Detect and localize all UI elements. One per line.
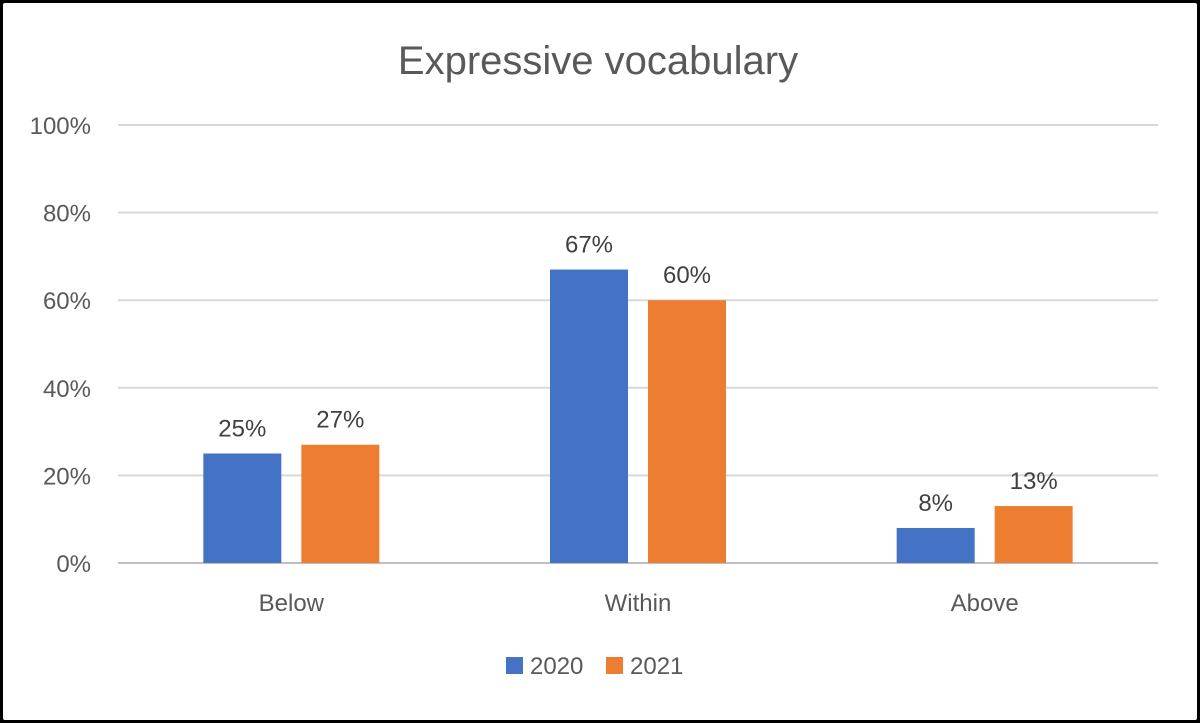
data-label: 67% [565, 232, 613, 259]
x-tick-label: Above [951, 590, 1019, 617]
x-tick-label: Below [259, 590, 325, 617]
y-tick-label: 0% [56, 551, 91, 578]
bar-2021-above [994, 506, 1073, 563]
y-tick-label: 40% [43, 376, 91, 403]
gridlines [118, 124, 1158, 564]
chart-frame: Expressive vocabulary 0% 20% 40% 60% 80% 100%… [3, 3, 1197, 720]
x-tick-label: Within [605, 590, 672, 617]
data-label: 25% [218, 416, 266, 443]
legend: 2020 2021 [506, 653, 683, 680]
bar-2021-within [648, 300, 726, 563]
data-label: 8% [918, 490, 953, 517]
legend-label: 2021 [630, 653, 683, 680]
y-tick-label: 80% [43, 201, 91, 228]
data-label: 60% [663, 262, 711, 289]
y-tick-label: 100% [30, 113, 91, 140]
y-tick-label: 60% [43, 288, 91, 315]
bar-2020-below [203, 453, 282, 563]
y-axis-tick-labels: 0% 20% 40% 60% 80% 100% [30, 113, 91, 578]
legend-swatch-2021 [606, 657, 623, 674]
bar-2020-within [550, 269, 628, 563]
legend-label: 2020 [530, 653, 583, 680]
x-axis-tick-labels: Below Within Above [259, 590, 1019, 617]
bar-2020-above [896, 527, 975, 563]
data-label: 13% [1010, 468, 1058, 495]
data-label: 27% [316, 407, 364, 434]
bars: 25% 27% 67% 60% 8% 13% [203, 232, 1073, 563]
chart-title: Expressive vocabulary [398, 39, 798, 83]
y-tick-label: 20% [43, 463, 91, 490]
legend-swatch-2020 [506, 657, 523, 674]
bar-chart: Expressive vocabulary 0% 20% 40% 60% 80% 100%… [30, 39, 1158, 680]
bar-2021-below [301, 444, 380, 563]
